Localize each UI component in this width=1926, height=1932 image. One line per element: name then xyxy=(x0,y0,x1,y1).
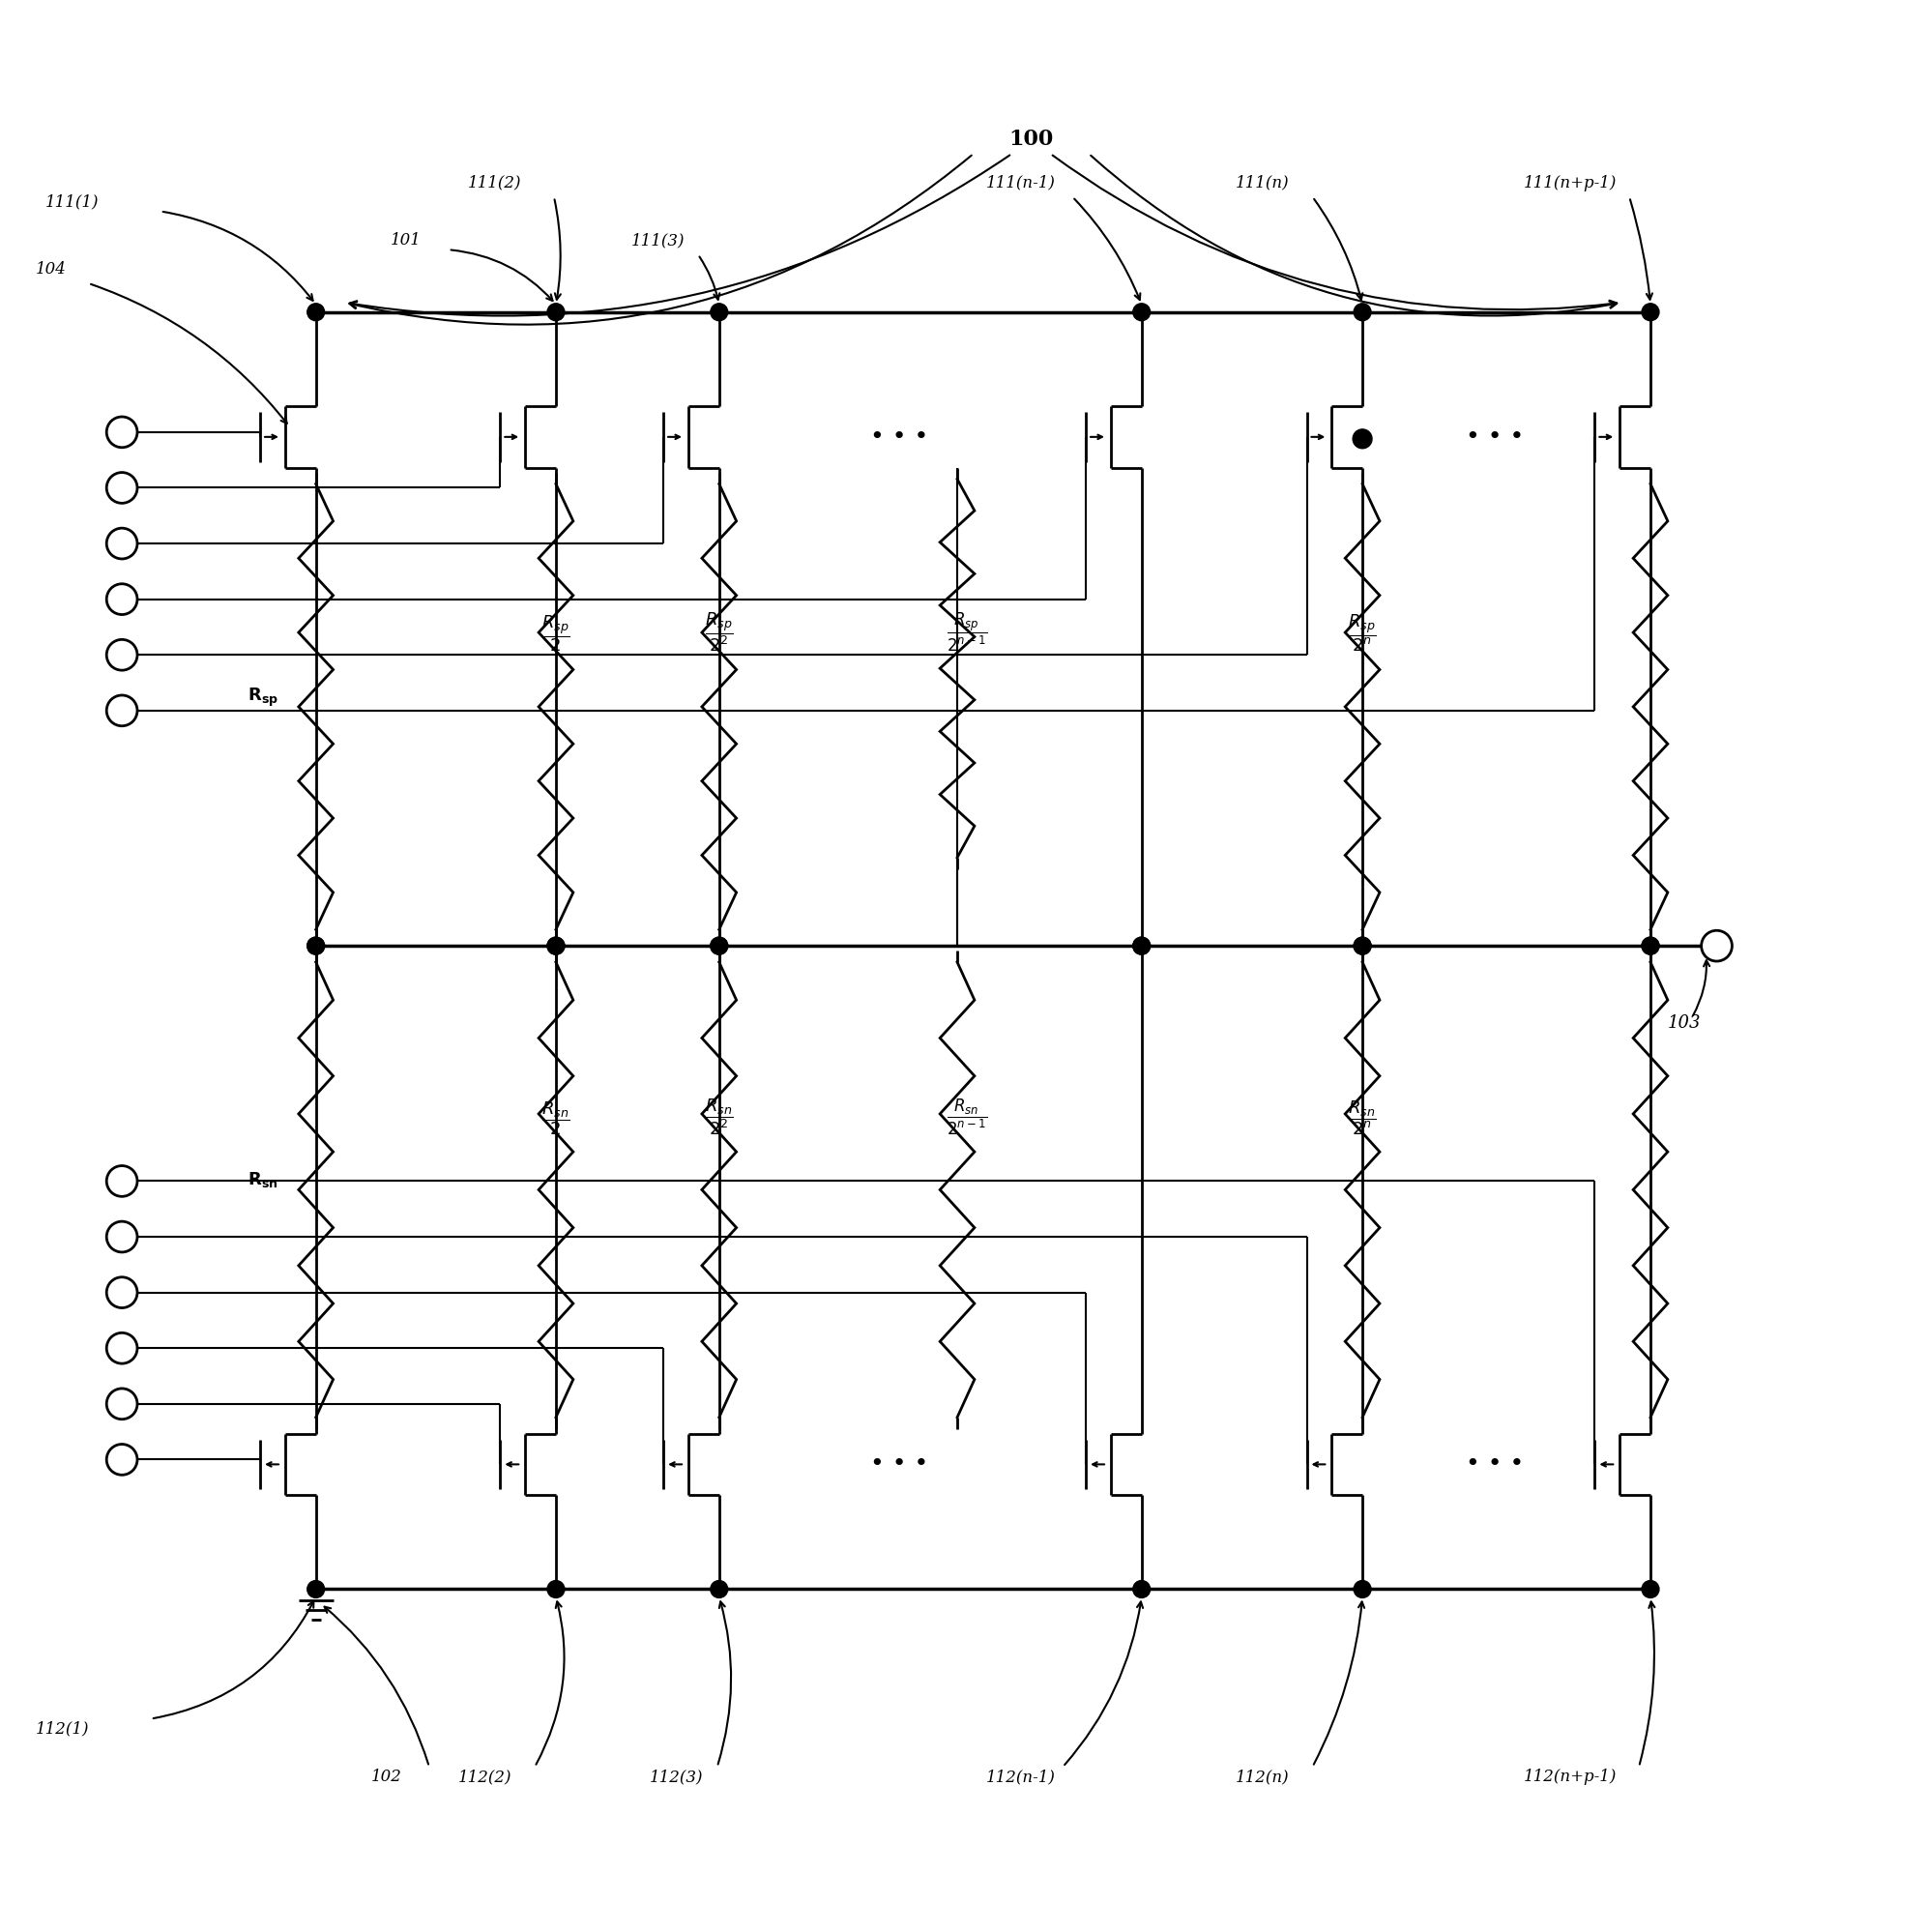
Text: • • •: • • • xyxy=(871,425,928,448)
Text: $\dfrac{R_{sp}}{2^{n-1}}$: $\dfrac{R_{sp}}{2^{n-1}}$ xyxy=(946,611,988,653)
Circle shape xyxy=(1354,1580,1371,1598)
Text: $\mathbf{R_{sp}}$: $\mathbf{R_{sp}}$ xyxy=(248,686,279,709)
Text: 111(3): 111(3) xyxy=(632,232,684,249)
Text: $\dfrac{R_{sn}}{2^{n-1}}$: $\dfrac{R_{sn}}{2^{n-1}}$ xyxy=(946,1097,988,1136)
Circle shape xyxy=(711,937,728,954)
Text: $\dfrac{R_{sp}}{2}$: $\dfrac{R_{sp}}{2}$ xyxy=(541,614,570,653)
Text: 103: 103 xyxy=(1668,1014,1701,1032)
Circle shape xyxy=(547,937,564,954)
Circle shape xyxy=(547,303,564,321)
Text: 100: 100 xyxy=(1009,129,1054,151)
Text: 111(n+p-1): 111(n+p-1) xyxy=(1523,174,1618,191)
Circle shape xyxy=(1641,937,1658,954)
Text: 112(3): 112(3) xyxy=(649,1768,703,1785)
Circle shape xyxy=(1354,937,1371,954)
Circle shape xyxy=(1352,429,1371,448)
Circle shape xyxy=(1354,937,1371,954)
Text: 104: 104 xyxy=(35,261,65,278)
Circle shape xyxy=(1641,303,1658,321)
Circle shape xyxy=(1132,303,1150,321)
Text: 112(1): 112(1) xyxy=(35,1721,89,1737)
Text: 112(2): 112(2) xyxy=(458,1768,512,1785)
Circle shape xyxy=(1641,1580,1658,1598)
Circle shape xyxy=(308,937,324,954)
Text: 111(1): 111(1) xyxy=(44,193,98,211)
Circle shape xyxy=(308,937,324,954)
Text: • • •: • • • xyxy=(871,1453,928,1476)
Circle shape xyxy=(547,937,564,954)
Text: 112(n+p-1): 112(n+p-1) xyxy=(1523,1768,1618,1785)
Circle shape xyxy=(711,937,728,954)
Circle shape xyxy=(547,1580,564,1598)
Text: • • •: • • • xyxy=(1466,425,1523,448)
Text: $\dfrac{R_{sp}}{2^n}$: $\dfrac{R_{sp}}{2^n}$ xyxy=(1348,612,1377,653)
Circle shape xyxy=(711,303,728,321)
Text: 111(2): 111(2) xyxy=(468,174,522,191)
Circle shape xyxy=(1641,937,1658,954)
Circle shape xyxy=(1132,1580,1150,1598)
Text: 101: 101 xyxy=(391,232,422,249)
Circle shape xyxy=(1354,303,1371,321)
Text: $\dfrac{R_{sp}}{2^2}$: $\dfrac{R_{sp}}{2^2}$ xyxy=(705,611,734,653)
Text: $\dfrac{R_{sn}}{2^2}$: $\dfrac{R_{sn}}{2^2}$ xyxy=(705,1097,734,1136)
Text: 112(n): 112(n) xyxy=(1236,1768,1290,1785)
Text: 111(n): 111(n) xyxy=(1236,174,1290,191)
Circle shape xyxy=(308,1580,324,1598)
Text: 102: 102 xyxy=(372,1768,403,1785)
Text: $\dfrac{R_{sn}}{2}$: $\dfrac{R_{sn}}{2}$ xyxy=(541,1099,570,1136)
Text: • • •: • • • xyxy=(1466,1453,1523,1476)
Text: $\mathbf{R_{sn}}$: $\mathbf{R_{sn}}$ xyxy=(248,1171,279,1190)
Circle shape xyxy=(308,303,324,321)
Text: 112(n-1): 112(n-1) xyxy=(986,1768,1055,1785)
Circle shape xyxy=(711,1580,728,1598)
Text: $\dfrac{R_{sn}}{2^n}$: $\dfrac{R_{sn}}{2^n}$ xyxy=(1348,1099,1377,1136)
Circle shape xyxy=(1132,937,1150,954)
Text: 111(n-1): 111(n-1) xyxy=(986,174,1055,191)
Circle shape xyxy=(1132,937,1150,954)
